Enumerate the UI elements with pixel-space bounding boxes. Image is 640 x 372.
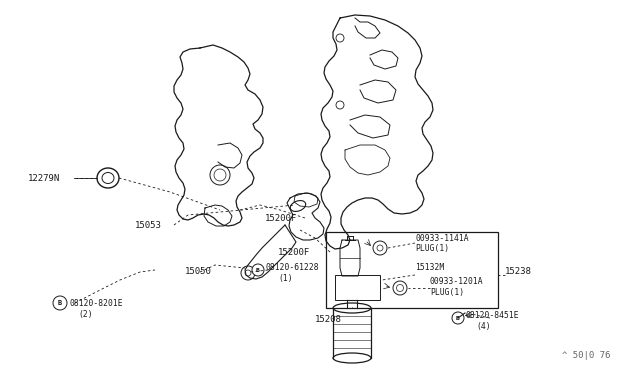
- Text: (1): (1): [278, 273, 292, 282]
- Text: (4): (4): [476, 321, 491, 330]
- Text: 15053: 15053: [135, 221, 162, 230]
- Text: B: B: [256, 267, 260, 273]
- Text: 08120-8451E: 08120-8451E: [466, 311, 520, 321]
- Text: 00933-1141A: 00933-1141A: [415, 234, 468, 243]
- Text: ^ 50|0 76: ^ 50|0 76: [562, 351, 610, 360]
- Text: B: B: [58, 300, 62, 306]
- Bar: [335, 275, 380, 300]
- Text: PLUG(1): PLUG(1): [415, 244, 449, 253]
- Circle shape: [53, 296, 67, 310]
- Text: 15200F: 15200F: [265, 214, 297, 222]
- Text: 15200F: 15200F: [278, 247, 310, 257]
- Text: 15050: 15050: [185, 267, 212, 276]
- Text: 08120-61228: 08120-61228: [266, 263, 319, 273]
- Circle shape: [252, 264, 264, 276]
- Text: 00933-1201A: 00933-1201A: [430, 278, 484, 286]
- Circle shape: [452, 312, 464, 324]
- Text: B: B: [456, 315, 460, 321]
- Bar: [326, 232, 498, 308]
- Text: 12279N: 12279N: [28, 173, 60, 183]
- Text: 15208: 15208: [315, 315, 342, 324]
- Text: 08120-8201E: 08120-8201E: [70, 298, 124, 308]
- Text: 15238: 15238: [505, 267, 532, 276]
- Text: (2): (2): [78, 310, 93, 318]
- Text: 15132M: 15132M: [415, 263, 444, 273]
- Text: PLUG(1): PLUG(1): [430, 288, 464, 296]
